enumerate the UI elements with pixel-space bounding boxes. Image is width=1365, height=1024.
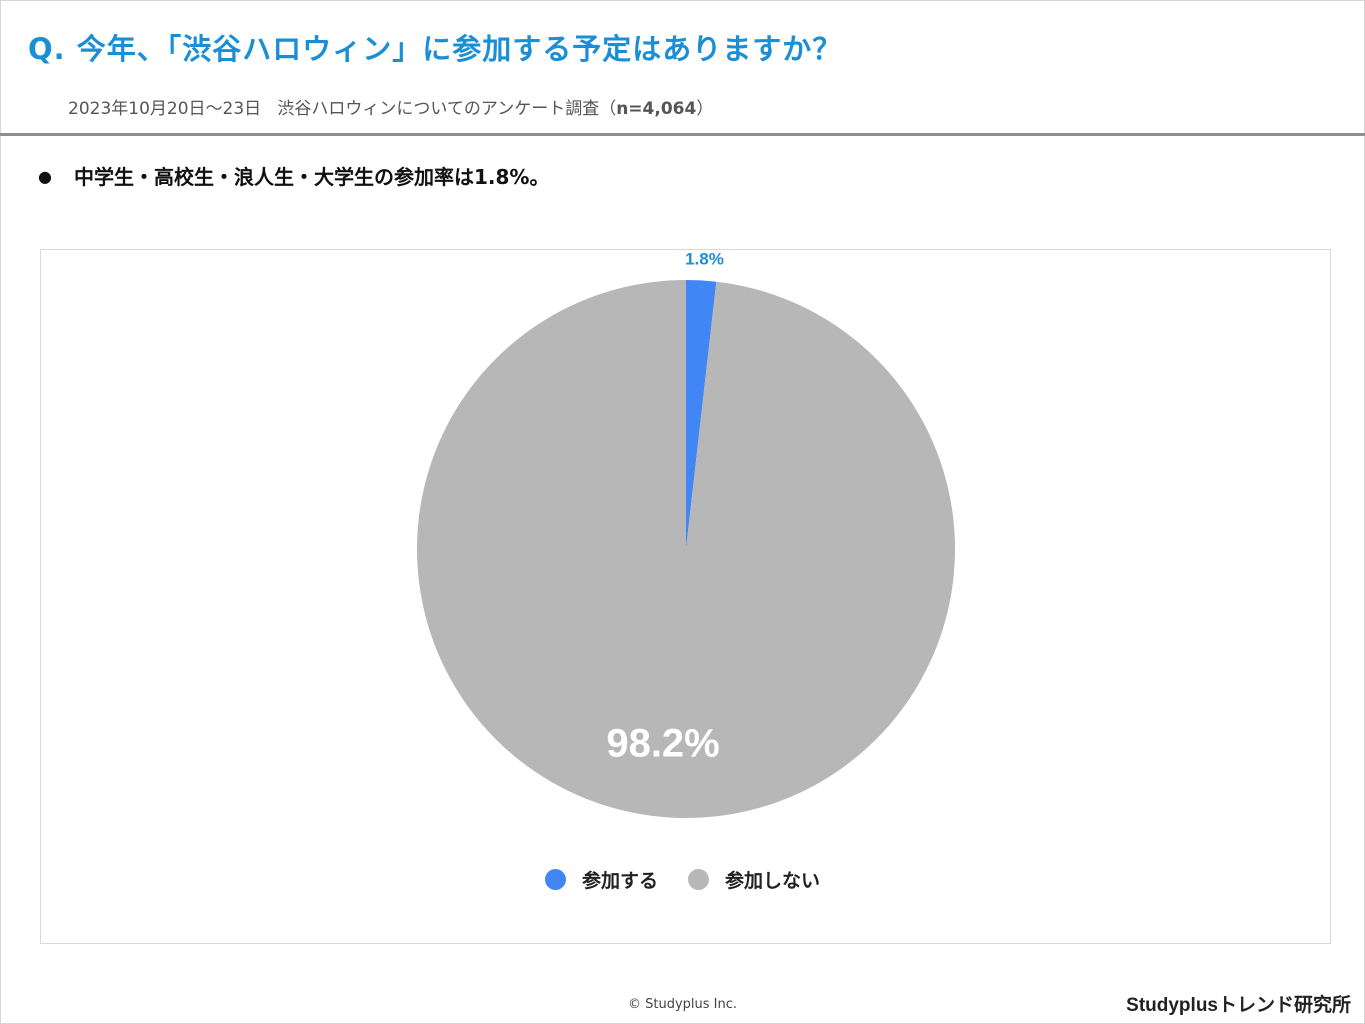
data-label-not-participate: 98.2% bbox=[606, 721, 719, 765]
sample-size: n=4,064 bbox=[616, 99, 697, 119]
key-finding-text: 中学生・高校生・浪人生・大学生の参加率は1.8%。 bbox=[74, 165, 550, 189]
page-title: Q. 今年、「渋谷ハロウィン」に参加する予定はありますか？ bbox=[28, 32, 843, 66]
legend-label: 参加する bbox=[581, 870, 658, 892]
legend-label: 参加しない bbox=[725, 870, 821, 892]
pie-slice-not-participate bbox=[416, 280, 955, 818]
legend-item-participate: 参加する bbox=[544, 866, 658, 893]
bullet-icon: ● bbox=[38, 167, 52, 186]
brand-logo: Studyplusトレンド研究所 bbox=[1126, 995, 1351, 1016]
pie-slice-participate bbox=[686, 280, 717, 549]
legend-item-not-participate: 参加しない bbox=[688, 866, 820, 893]
chart-legend: 参加する 参加しない bbox=[0, 866, 1365, 893]
copyright: © Studyplus Inc. bbox=[627, 997, 738, 1012]
survey-description: 渋谷ハロウィンについてのアンケート調査（ bbox=[277, 99, 617, 119]
legend-swatch-icon bbox=[688, 869, 709, 890]
key-finding: ● 中学生・高校生・浪人生・大学生の参加率は1.8%。 bbox=[38, 161, 549, 190]
data-label-participate: 1.8% bbox=[685, 250, 724, 268]
pie-chart: 1.8% 98.2% bbox=[416, 250, 955, 818]
legend-swatch-icon bbox=[544, 869, 566, 890]
survey-period: 2023年10月20日〜23日 bbox=[68, 99, 262, 119]
page-subtitle: 2023年10月20日〜23日 渋谷ハロウィンについてのアンケート調査（n=4,… bbox=[68, 94, 713, 119]
header-divider bbox=[0, 133, 1365, 136]
chart-container: 1.8% 98.2% bbox=[40, 249, 1331, 944]
subtitle-close-paren: ） bbox=[696, 99, 714, 119]
